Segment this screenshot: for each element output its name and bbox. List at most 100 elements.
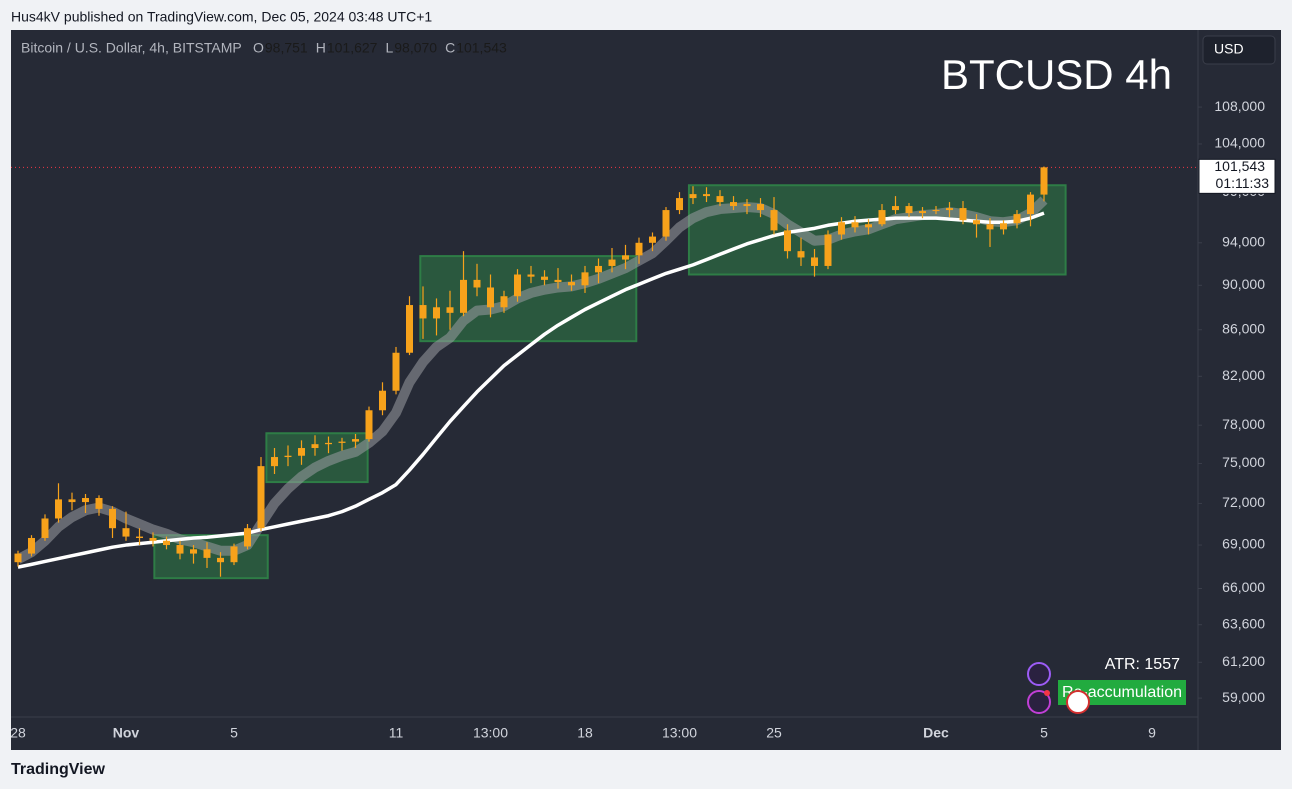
candle-body	[541, 276, 548, 280]
symbol: Bitcoin / U.S. Dollar, 4h, BITSTAMP	[21, 40, 242, 56]
candle-body	[392, 352, 400, 391]
y-tick-label: 104,000	[1214, 135, 1265, 151]
candle-body	[973, 220, 980, 225]
y-tick-label: 82,000	[1222, 367, 1265, 383]
candle-body	[689, 194, 697, 199]
candle-body	[811, 257, 818, 266]
candle-body	[419, 305, 427, 319]
candle-body	[797, 251, 805, 258]
candle-body	[500, 296, 508, 308]
chart-title: BTCUSD 4h	[941, 51, 1172, 98]
x-tick-label: 28	[10, 725, 26, 741]
atr-label: ATR: 1557	[1105, 656, 1180, 673]
candle-body	[959, 208, 967, 221]
candle-body	[1027, 194, 1034, 215]
candle-body	[163, 540, 170, 546]
price-label-bg	[1198, 158, 1276, 194]
moving-average	[17, 211, 1045, 569]
candle-body	[473, 279, 481, 288]
candle-body	[824, 234, 832, 266]
brand: TradingView	[11, 761, 106, 778]
candle-body	[1040, 167, 1048, 195]
candle-body	[932, 210, 940, 212]
candle-body	[325, 442, 332, 445]
candle-body	[554, 279, 562, 283]
y-tick-label: 78,000	[1222, 416, 1265, 432]
y-tick-label: 86,000	[1222, 320, 1265, 336]
x-tick-label: 25	[766, 725, 782, 741]
candle-body	[95, 498, 103, 509]
y-tick-label: 61,200	[1222, 653, 1265, 669]
candle-body	[28, 537, 35, 554]
candle-body	[122, 528, 130, 537]
candle-body	[55, 499, 62, 519]
ema-ribbon	[15, 196, 1048, 564]
candle-body	[379, 390, 386, 411]
candle-body	[905, 206, 913, 214]
y-tick-label: 75,000	[1222, 454, 1265, 470]
candle-body	[730, 202, 737, 207]
legend-key: O	[253, 40, 264, 56]
x-tick-label: 18	[577, 725, 593, 741]
currency[interactable]: USD	[1214, 41, 1244, 57]
candle-body	[365, 410, 373, 440]
candle-body	[743, 204, 751, 207]
candle-body	[1013, 214, 1021, 224]
candle-body	[878, 210, 886, 225]
icon[interactable]	[1027, 662, 1051, 686]
candle-body	[446, 307, 454, 313]
candle-body	[244, 528, 251, 547]
candle-body	[757, 204, 764, 211]
candle-body	[514, 274, 521, 297]
chart-area	[11, 30, 1281, 750]
candle-body	[149, 537, 157, 541]
x-tick-label: 13:00	[473, 725, 508, 741]
candle-body	[176, 545, 184, 554]
ohlc-legend: O 98,751 H 101,627 L 98,070 C 101,543	[253, 40, 507, 56]
candle-body	[136, 536, 143, 538]
candle-body	[338, 441, 346, 443]
candle-body	[595, 265, 602, 273]
candle-body	[68, 499, 76, 503]
candle-body	[14, 553, 22, 563]
candle-body	[662, 210, 670, 237]
candle-body	[568, 282, 575, 286]
x-tick-label: 11	[389, 725, 404, 741]
candle-body	[608, 259, 616, 266]
legend-value: 98,751	[265, 40, 308, 56]
legend-key: L	[385, 40, 393, 56]
x-tick-label: Nov	[113, 725, 140, 741]
candle-body	[487, 287, 494, 308]
candle-body	[865, 224, 872, 228]
candle-body	[406, 305, 413, 353]
y-tick-label: 94,000	[1222, 233, 1265, 249]
candle-body	[460, 279, 467, 313]
candle-body	[838, 222, 845, 235]
legend-key: C	[445, 40, 455, 56]
flag-icon[interactable]	[1066, 690, 1090, 714]
candle-body	[649, 236, 656, 243]
y-tick-label: 90,000	[1222, 276, 1265, 292]
dot	[1044, 690, 1050, 696]
icon[interactable]	[1027, 690, 1051, 714]
candle-body	[203, 549, 211, 558]
x-tick-label: 9	[1148, 725, 1156, 741]
candle-body	[716, 196, 724, 203]
y-tick-label: 66,000	[1222, 579, 1265, 595]
x-tick-label: 5	[230, 725, 238, 741]
candle-body	[527, 274, 535, 277]
legend-value: 101,543	[456, 40, 507, 56]
y-tick-label: 59,000	[1222, 689, 1265, 705]
candle-body	[770, 210, 778, 231]
y-tick-label: 108,000	[1214, 98, 1265, 114]
publisher: Hus4kV published on TradingView.com, Dec…	[11, 9, 432, 25]
candle-body	[892, 206, 899, 211]
candle-body	[82, 498, 89, 503]
candle-body	[676, 198, 683, 211]
candle-body	[352, 439, 359, 442]
y-tick-label: 72,000	[1222, 494, 1265, 510]
currency-button[interactable]	[1202, 35, 1276, 65]
candle-body	[581, 272, 589, 286]
candle-body	[703, 194, 710, 197]
